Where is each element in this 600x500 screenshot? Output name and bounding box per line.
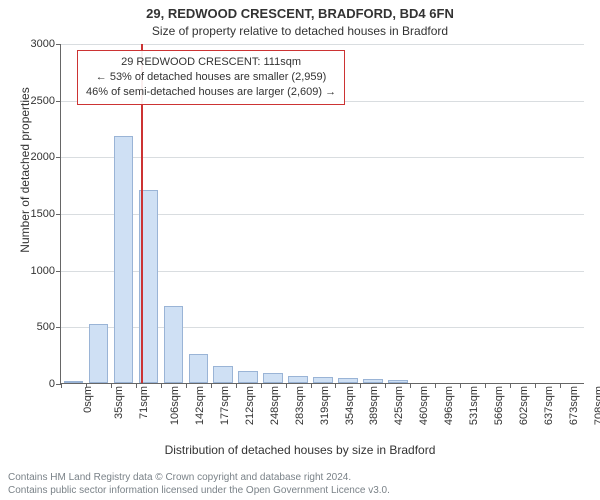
x-tick-mark (61, 383, 62, 388)
x-tick-label: 354sqm (344, 386, 356, 425)
y-tick-label: 2000 (31, 151, 61, 163)
y-gridline (61, 44, 584, 45)
y-axis-label: Number of detached properties (18, 40, 32, 300)
y-tick-label: 0 (49, 378, 61, 390)
x-tick-mark (311, 383, 312, 388)
x-tick-label: 637sqm (543, 386, 555, 425)
x-tick-label: 71sqm (138, 386, 150, 419)
x-tick-mark (485, 383, 486, 388)
x-tick-label: 106sqm (169, 386, 181, 425)
histogram-bar (288, 376, 307, 383)
x-tick-mark (161, 383, 162, 388)
histogram-bar (189, 354, 208, 383)
x-tick-mark (435, 383, 436, 388)
chart-container: 29, REDWOOD CRESCENT, BRADFORD, BD4 6FN … (0, 0, 600, 500)
histogram-bar (313, 377, 332, 383)
x-tick-mark (86, 383, 87, 388)
x-tick-label: 708sqm (593, 386, 600, 425)
y-tick-label: 500 (37, 321, 61, 333)
histogram-bar (164, 306, 183, 383)
x-tick-mark (385, 383, 386, 388)
x-tick-mark (535, 383, 536, 388)
footer-attribution: Contains HM Land Registry data © Crown c… (8, 472, 390, 497)
x-tick-label: 142sqm (194, 386, 206, 425)
histogram-bar (338, 378, 357, 383)
x-tick-label: 319sqm (319, 386, 331, 425)
histogram-bar (213, 366, 232, 383)
chart-title-line1: 29, REDWOOD CRESCENT, BRADFORD, BD4 6FN (0, 6, 600, 21)
x-tick-label: 248sqm (269, 386, 281, 425)
x-tick-label: 35sqm (113, 386, 125, 419)
x-tick-mark (360, 383, 361, 388)
x-axis-label: Distribution of detached houses by size … (0, 443, 600, 457)
x-tick-mark (410, 383, 411, 388)
x-tick-mark (261, 383, 262, 388)
x-tick-label: 0sqm (82, 386, 94, 413)
x-tick-label: 531sqm (468, 386, 480, 425)
x-tick-mark (136, 383, 137, 388)
plot-area: 0500100015002000250030000sqm35sqm71sqm10… (60, 44, 584, 384)
annotation-line2: ← 53% of detached houses are smaller (2,… (86, 70, 336, 85)
footer-line1: Contains HM Land Registry data © Crown c… (8, 472, 390, 485)
footer-line2: Contains public sector information licen… (8, 485, 390, 498)
x-tick-mark (335, 383, 336, 388)
annotation-line3: 46% of semi-detached houses are larger (… (86, 85, 336, 100)
x-tick-label: 389sqm (369, 386, 381, 425)
histogram-bar (114, 136, 133, 383)
chart-title-line2: Size of property relative to detached ho… (0, 24, 600, 38)
histogram-bar (363, 379, 382, 383)
x-tick-mark (186, 383, 187, 388)
annotation-box: 29 REDWOOD CRESCENT: 111sqm ← 53% of det… (77, 50, 345, 105)
x-tick-mark (560, 383, 561, 388)
annotation-line1: 29 REDWOOD CRESCENT: 111sqm (86, 55, 336, 70)
x-tick-mark (211, 383, 212, 388)
histogram-bar (64, 381, 83, 383)
y-gridline (61, 157, 584, 158)
y-tick-label: 1500 (31, 208, 61, 220)
x-tick-mark (460, 383, 461, 388)
x-tick-mark (510, 383, 511, 388)
x-tick-label: 283sqm (294, 386, 306, 425)
y-tick-label: 2500 (31, 95, 61, 107)
histogram-bar (263, 373, 282, 383)
histogram-bar (388, 380, 407, 383)
x-tick-label: 425sqm (394, 386, 406, 425)
x-tick-label: 460sqm (419, 386, 431, 425)
x-tick-mark (236, 383, 237, 388)
y-tick-label: 3000 (31, 38, 61, 50)
x-tick-label: 673sqm (568, 386, 580, 425)
y-tick-label: 1000 (31, 265, 61, 277)
x-tick-label: 602sqm (518, 386, 530, 425)
histogram-bar (238, 371, 257, 383)
x-tick-mark (286, 383, 287, 388)
histogram-bar (89, 324, 108, 383)
x-tick-mark (111, 383, 112, 388)
x-tick-label: 566sqm (493, 386, 505, 425)
x-tick-label: 212sqm (244, 386, 256, 425)
x-tick-label: 177sqm (219, 386, 231, 425)
x-tick-label: 496sqm (443, 386, 455, 425)
